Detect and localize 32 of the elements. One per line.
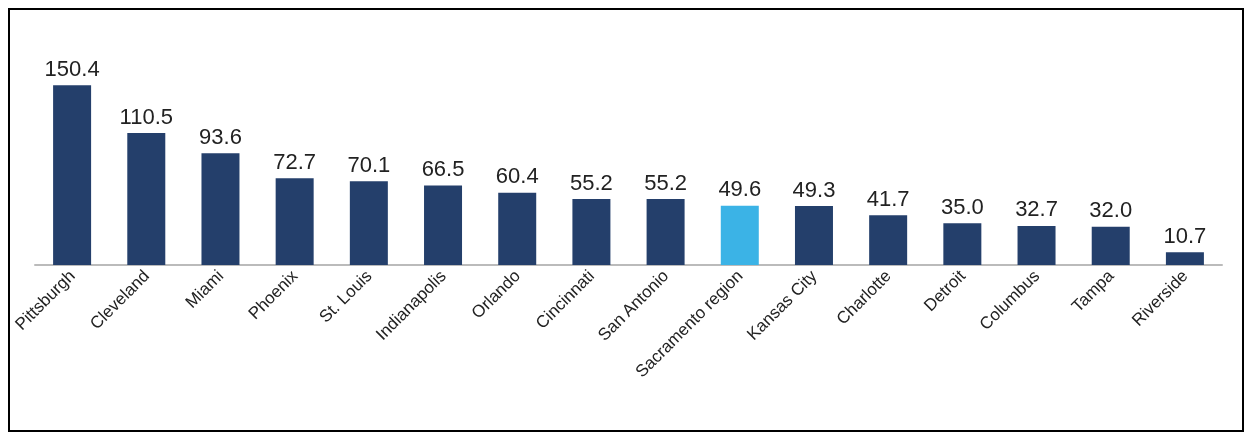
data-label: 72.7 <box>273 148 317 174</box>
data-label: 10.7 <box>1163 222 1207 248</box>
bar <box>572 199 611 265</box>
bar <box>349 181 388 265</box>
bar <box>127 133 166 265</box>
data-label: 93.6 <box>199 123 242 149</box>
data-label: 70.1 <box>347 151 391 177</box>
data-label: 110.5 <box>119 103 173 129</box>
data-label: 55.2 <box>644 169 688 195</box>
bar <box>943 223 982 265</box>
bar <box>646 199 685 265</box>
data-label: 32.7 <box>1015 196 1058 222</box>
data-label: 60.4 <box>495 163 539 189</box>
bar <box>424 185 463 265</box>
bar <box>498 192 537 265</box>
bar <box>53 85 92 265</box>
bar <box>720 205 759 265</box>
data-label: 66.5 <box>421 156 465 182</box>
bar <box>1017 225 1056 265</box>
data-label: 32.0 <box>1089 197 1133 223</box>
bar <box>869 215 908 265</box>
data-label: 49.3 <box>792 176 836 202</box>
bar <box>794 206 833 265</box>
bar <box>275 178 314 265</box>
data-label: 150.4 <box>44 55 100 81</box>
data-label: 41.7 <box>866 185 910 211</box>
bar <box>1165 252 1204 265</box>
bar <box>201 153 240 265</box>
data-label: 35.0 <box>940 193 984 219</box>
data-label: 49.6 <box>718 176 762 202</box>
data-label: 55.2 <box>569 169 613 195</box>
bar <box>1091 226 1130 265</box>
